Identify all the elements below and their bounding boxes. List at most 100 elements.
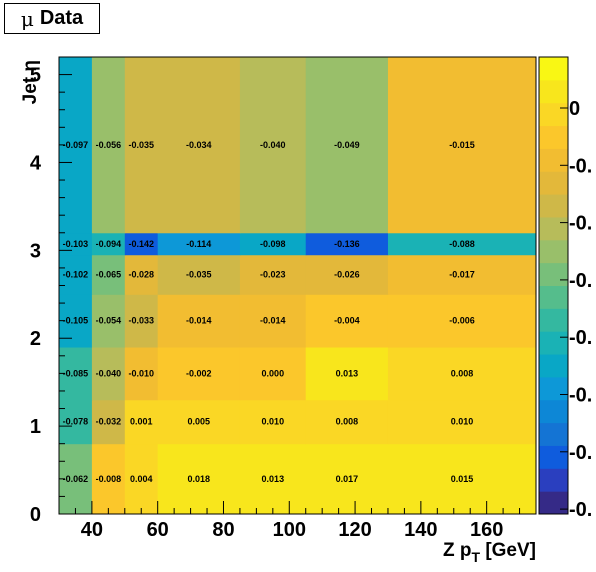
cell-value-label: -0.103 — [63, 239, 89, 249]
x-tick-label: 80 — [212, 519, 234, 541]
colorbar-swatch — [539, 148, 568, 172]
heatmap-cell — [305, 254, 389, 295]
cell-value-label: 0.018 — [188, 474, 211, 484]
cell-value-label: -0.049 — [334, 140, 360, 150]
cell-value-label: 0.017 — [336, 474, 359, 484]
colorbar-tick-label: -0. — [569, 213, 592, 235]
heatmap-cell — [239, 57, 307, 234]
heatmap-cell — [157, 399, 241, 445]
heatmap-cell — [124, 399, 159, 445]
colorbar-swatch — [539, 376, 568, 401]
heatmap-cell — [239, 294, 307, 348]
heatmap-cell — [387, 294, 537, 348]
heatmap-cell — [239, 347, 307, 401]
cell-value-label: -0.010 — [128, 368, 154, 378]
heatmap-cell — [387, 57, 537, 234]
heatmap-cell — [387, 254, 537, 295]
cell-value-label: -0.062 — [63, 474, 89, 484]
colorbar-swatch — [539, 331, 568, 355]
colorbar-swatch — [539, 125, 568, 149]
cell-value-label: -0.065 — [96, 270, 122, 280]
cell-value-label: -0.004 — [334, 316, 360, 326]
heatmap-cell — [305, 294, 389, 348]
cell-value-label: -0.088 — [449, 239, 475, 249]
heatmap-cell — [305, 399, 389, 445]
cell-value-label: -0.017 — [449, 270, 475, 280]
cell-value-label: -0.014 — [186, 316, 212, 326]
cell-value-label: -0.026 — [334, 270, 360, 280]
cell-value-label: -0.033 — [128, 316, 154, 326]
cell-value-label: -0.097 — [63, 140, 89, 150]
heatmap-cell — [124, 232, 159, 256]
heatmap-cell — [91, 347, 126, 401]
cell-value-label: -0.040 — [260, 140, 286, 150]
heatmap-cell — [305, 443, 389, 515]
heatmap-cell — [157, 294, 241, 348]
heatmap-cell — [91, 443, 126, 515]
heatmap-cell — [91, 232, 126, 256]
cell-value-label: -0.023 — [260, 270, 286, 280]
y-tick-label: 4 — [30, 152, 42, 174]
chart-title-box: μ Data — [4, 3, 100, 34]
y-tick-label: 0 — [30, 504, 41, 526]
colorbar-swatch — [539, 399, 568, 424]
colorbar-swatch — [539, 422, 568, 446]
colorbar-swatch — [539, 57, 568, 81]
heatmap-cell — [91, 399, 126, 445]
heatmap-cell — [239, 399, 307, 445]
colorbar-swatch — [539, 171, 568, 195]
cell-value-label: -0.032 — [96, 417, 122, 427]
x-tick-label: 40 — [81, 519, 103, 541]
cell-value-label: 0.001 — [130, 417, 153, 427]
y-axis-label: Jet η — [20, 60, 41, 104]
chart-title: Data — [39, 7, 84, 29]
colorbar-swatch — [539, 262, 568, 286]
colorbar-frame — [538, 56, 569, 515]
y-tick-label: 1 — [30, 416, 41, 438]
colorbar-tick-label: -0. — [569, 499, 592, 521]
y-tick-label: 5 — [30, 65, 41, 87]
heatmap-cell — [157, 347, 241, 401]
colorbar-swatch — [539, 216, 568, 241]
heatmap-cell — [59, 399, 93, 445]
cell-value-label: -0.014 — [260, 316, 286, 326]
heatmap-cell — [387, 232, 537, 256]
heatmap-cell — [59, 232, 93, 256]
colorbar-swatch — [539, 354, 568, 378]
cell-value-label: 0.013 — [336, 368, 359, 378]
heatmap-cell — [387, 347, 537, 401]
x-tick-label: 100 — [273, 519, 306, 541]
colorbar-tick-label: 0 — [569, 98, 580, 120]
cell-value-label: -0.015 — [449, 140, 475, 150]
cell-value-label: -0.105 — [63, 316, 89, 326]
colorbar-swatch — [539, 308, 568, 332]
y-tick-label: 2 — [30, 328, 41, 350]
cell-value-label: -0.102 — [63, 270, 89, 280]
cell-value-label: -0.006 — [449, 316, 475, 326]
colorbar-swatch — [539, 102, 568, 127]
cell-value-label: 0.015 — [451, 474, 474, 484]
colorbar-swatch — [539, 79, 568, 104]
heatmap-cell — [124, 294, 159, 348]
cell-value-label: -0.098 — [260, 239, 286, 249]
y-tick-label: 3 — [30, 240, 41, 262]
cell-value-label: 0.004 — [130, 474, 153, 484]
cell-value-label: -0.085 — [63, 368, 89, 378]
heatmap-cell — [124, 57, 159, 234]
heatmap-cell — [157, 232, 241, 256]
x-tick-label: 120 — [338, 519, 371, 541]
cell-value-label: -0.008 — [96, 474, 122, 484]
cell-value-label: -0.114 — [186, 239, 211, 249]
x-tick-label: 60 — [147, 519, 169, 541]
heatmap-cell — [305, 232, 389, 256]
heatmap-cell — [124, 443, 159, 515]
heatmap-cell — [91, 294, 126, 348]
colorbar-tick-label: -0. — [569, 155, 592, 177]
cell-value-label: 0.008 — [336, 417, 359, 427]
colorbar: 0 -0. -0. -0. -0. -0. -0. -0. — [538, 56, 592, 521]
colorbar-swatch — [539, 491, 568, 515]
cell-value-label: 0.008 — [451, 368, 474, 378]
cell-value-label: -0.035 — [128, 140, 154, 150]
heatmap-cell — [305, 347, 389, 401]
heatmap-cell — [157, 254, 241, 295]
